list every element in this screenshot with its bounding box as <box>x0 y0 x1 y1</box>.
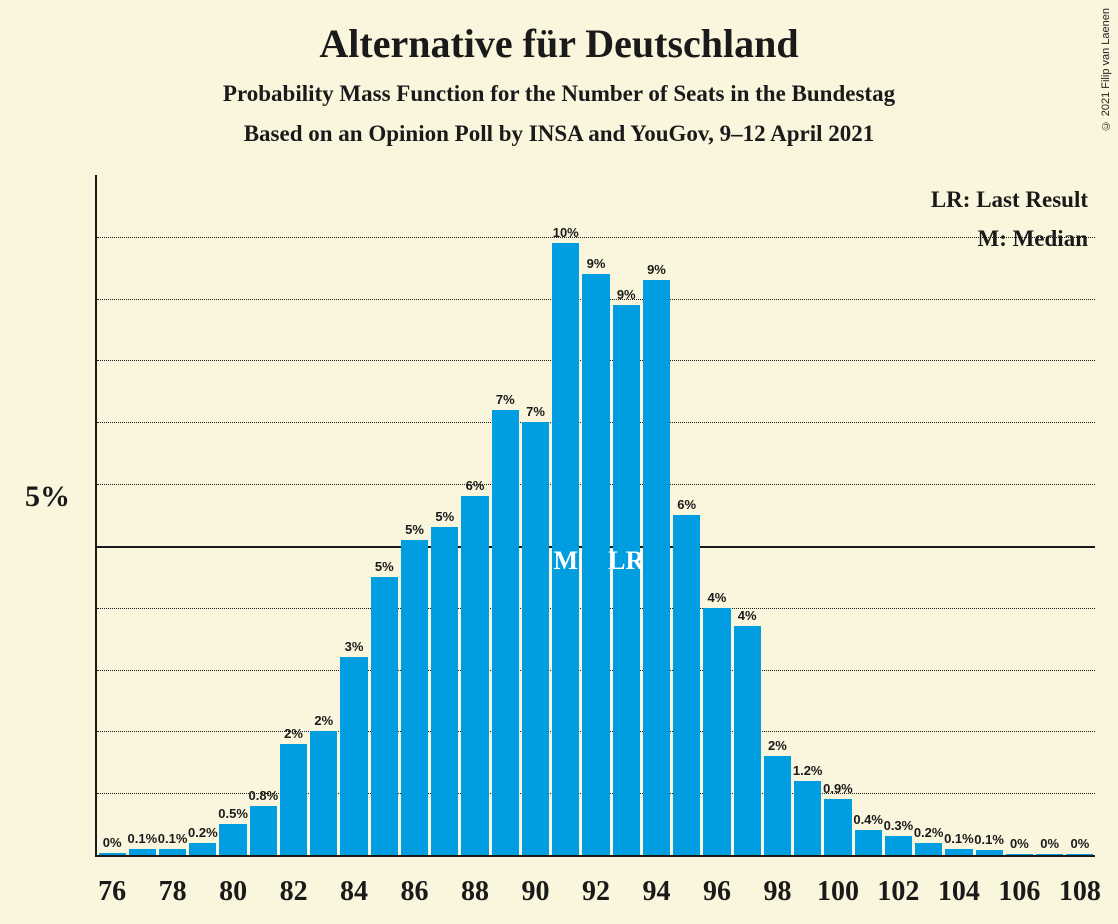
bar-marker-m: M <box>553 546 578 576</box>
x-tick-label: 102 <box>877 876 919 908</box>
bar-label: 0.4% <box>853 812 883 830</box>
bar-83: 2% <box>310 731 337 855</box>
bar-label: 5% <box>435 509 454 527</box>
x-tick-label: 80 <box>219 876 247 908</box>
bar-78: 0.1% <box>159 849 186 855</box>
bar-102: 0.3% <box>885 836 912 855</box>
bar-95: 6% <box>673 515 700 855</box>
bar-90: 7% <box>522 422 549 855</box>
x-tick-label: 90 <box>522 876 550 908</box>
bar-88: 6% <box>461 496 488 855</box>
bar-label: 2% <box>314 713 333 731</box>
x-tick-label: 76 <box>98 876 126 908</box>
chart-subtitle-2: Based on an Opinion Poll by INSA and You… <box>0 107 1118 147</box>
bar-label: 0.2% <box>914 825 944 843</box>
bar-label: 0.9% <box>823 781 853 799</box>
bar-label: 4% <box>708 590 727 608</box>
bar-label: 5% <box>375 559 394 577</box>
bar-80: 0.5% <box>219 824 246 855</box>
bar-92: 9% <box>582 274 609 855</box>
x-tick-label: 88 <box>461 876 489 908</box>
x-tick-label: 100 <box>817 876 859 908</box>
bar-label: 0.1% <box>158 831 188 849</box>
bar-105: 0.1% <box>976 850 1003 855</box>
bar-label: 9% <box>647 262 666 280</box>
x-tick-label: 98 <box>763 876 791 908</box>
bar-label: 0% <box>1040 836 1059 854</box>
bar-label: 0.5% <box>218 806 248 824</box>
bar-77: 0.1% <box>129 849 156 855</box>
bar-label: 6% <box>677 497 696 515</box>
bar-label: 0.1% <box>128 831 158 849</box>
bar-101: 0.4% <box>855 830 882 855</box>
x-tick-label: 86 <box>401 876 429 908</box>
x-axis-labels: 767880828486889092949698100102104106108 <box>97 870 1095 910</box>
bar-99: 1.2% <box>794 781 821 855</box>
bar-89: 7% <box>492 410 519 855</box>
bar-label: 4% <box>738 608 757 626</box>
bar-97: 4% <box>734 626 761 855</box>
y-axis-label: 5% <box>25 480 70 514</box>
bar-103: 0.2% <box>915 843 942 855</box>
bar-82: 2% <box>280 744 307 855</box>
copyright-text: © 2021 Filip van Laenen <box>1100 8 1112 131</box>
bar-label: 1.2% <box>793 763 823 781</box>
x-tick-label: 92 <box>582 876 610 908</box>
bar-marker-lr: LR <box>608 546 644 576</box>
x-axis-line <box>95 855 1095 857</box>
bar-86: 5% <box>401 540 428 855</box>
bar-label: 5% <box>405 522 424 540</box>
bar-label: 0.3% <box>884 818 914 836</box>
bar-79: 0.2% <box>189 843 216 855</box>
bar-label: 3% <box>345 639 364 657</box>
bar-84: 3% <box>340 657 367 855</box>
x-tick-label: 78 <box>159 876 187 908</box>
bar-label: 9% <box>587 256 606 274</box>
x-tick-label: 82 <box>280 876 308 908</box>
bar-93: 9%LR <box>613 305 640 855</box>
bars-container: 0%0.1%0.1%0.2%0.5%0.8%2%2%3%5%5%5%6%7%7%… <box>97 175 1095 855</box>
x-tick-label: 104 <box>938 876 980 908</box>
bar-label: 9% <box>617 287 636 305</box>
bar-85: 5% <box>371 577 398 855</box>
bar-label: 0.1% <box>944 831 974 849</box>
chart-subtitle-1: Probability Mass Function for the Number… <box>0 67 1118 107</box>
bar-98: 2% <box>764 756 791 855</box>
x-tick-label: 106 <box>998 876 1040 908</box>
bar-label: 2% <box>768 738 787 756</box>
bar-label: 0% <box>1070 836 1089 854</box>
bar-108: 0% <box>1066 854 1093 855</box>
chart-title: Alternative für Deutschland <box>0 0 1118 67</box>
bar-label: 2% <box>284 726 303 744</box>
bar-94: 9% <box>643 280 670 855</box>
bar-label: 0.1% <box>974 832 1004 850</box>
x-tick-label: 84 <box>340 876 368 908</box>
x-tick-label: 94 <box>642 876 670 908</box>
bar-91: 10%M <box>552 243 579 855</box>
bar-87: 5% <box>431 527 458 855</box>
bar-76: 0% <box>99 853 126 855</box>
bar-label: 7% <box>526 404 545 422</box>
bar-label: 6% <box>466 478 485 496</box>
x-tick-label: 96 <box>703 876 731 908</box>
bar-label: 0.8% <box>248 788 278 806</box>
bar-106: 0% <box>1006 854 1033 855</box>
bar-81: 0.8% <box>250 806 277 855</box>
bar-100: 0.9% <box>824 799 851 855</box>
bar-96: 4% <box>703 608 730 855</box>
x-tick-label: 108 <box>1059 876 1101 908</box>
bar-107: 0% <box>1036 854 1063 855</box>
bar-label: 0.2% <box>188 825 218 843</box>
bar-label: 0% <box>1010 836 1029 854</box>
bar-label: 7% <box>496 392 515 410</box>
bar-104: 0.1% <box>945 849 972 855</box>
bar-label: 10% <box>553 225 579 243</box>
bar-label: 0% <box>103 835 122 853</box>
